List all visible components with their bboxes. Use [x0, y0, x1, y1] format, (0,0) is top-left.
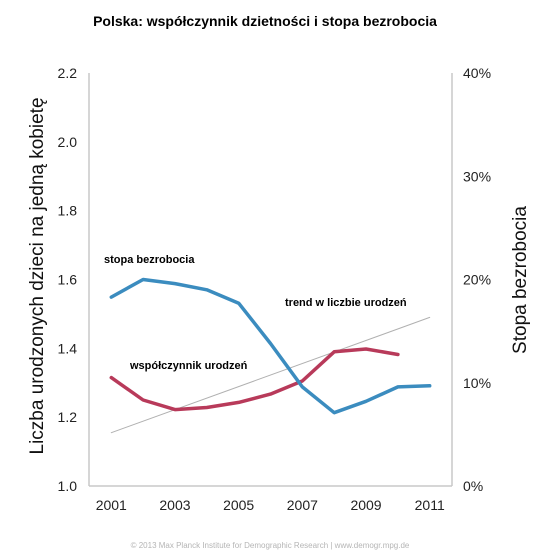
series-line-trend — [110, 316, 431, 434]
y-right-tick-label: 0% — [463, 478, 483, 494]
annotation-fertility: współczynnik urodzeń — [129, 360, 248, 372]
y-left-tick-label: 1.8 — [58, 203, 78, 219]
x-tick-label: 2009 — [350, 497, 381, 513]
axes — [88, 73, 453, 487]
annotation-unemployment: stopa bezrobocia — [104, 254, 195, 266]
y-left-tick-label: 1.6 — [58, 272, 78, 288]
x-tick-label: 2007 — [287, 497, 318, 513]
tick-labels: 1.0 1.2 1.4 1.6 1.8 2.0 2.2 0% 10% 20% 30% 40% 2001 2… — [58, 65, 492, 513]
y-left-tick-label: 1.2 — [58, 409, 78, 425]
y-axis-label-right: Stopa bezrobocia — [510, 206, 531, 354]
footer-credit: © 2013 Max Planck Institute for Demograp… — [131, 541, 410, 550]
y-right-tick-label: 10% — [463, 375, 491, 391]
series-line-fertility — [109, 347, 400, 412]
chart-title: Polska: współczynnik dzietności i stopa … — [93, 13, 437, 29]
series-line-unemployment — [109, 277, 432, 415]
annotation-trend: trend w liczbie urodzeń — [285, 297, 407, 309]
x-tick-label: 2011 — [415, 497, 445, 513]
x-tick-label: 2001 — [96, 497, 127, 513]
y-right-tick-label: 40% — [463, 65, 491, 81]
y-left-tick-label: 1.4 — [58, 340, 78, 356]
y-left-tick-label: 2.0 — [58, 134, 78, 150]
series-lines — [109, 277, 432, 434]
y-right-tick-label: 20% — [463, 272, 491, 288]
y-right-tick-label: 30% — [463, 168, 491, 184]
y-left-tick-label: 2.2 — [58, 65, 78, 81]
x-tick-label: 2003 — [159, 497, 190, 513]
y-left-tick-label: 1.0 — [58, 478, 78, 494]
y-axis-label-left: Liczba urodzonych dzieci na jedną kobiet… — [27, 97, 48, 454]
x-tick-label: 2005 — [223, 497, 254, 513]
